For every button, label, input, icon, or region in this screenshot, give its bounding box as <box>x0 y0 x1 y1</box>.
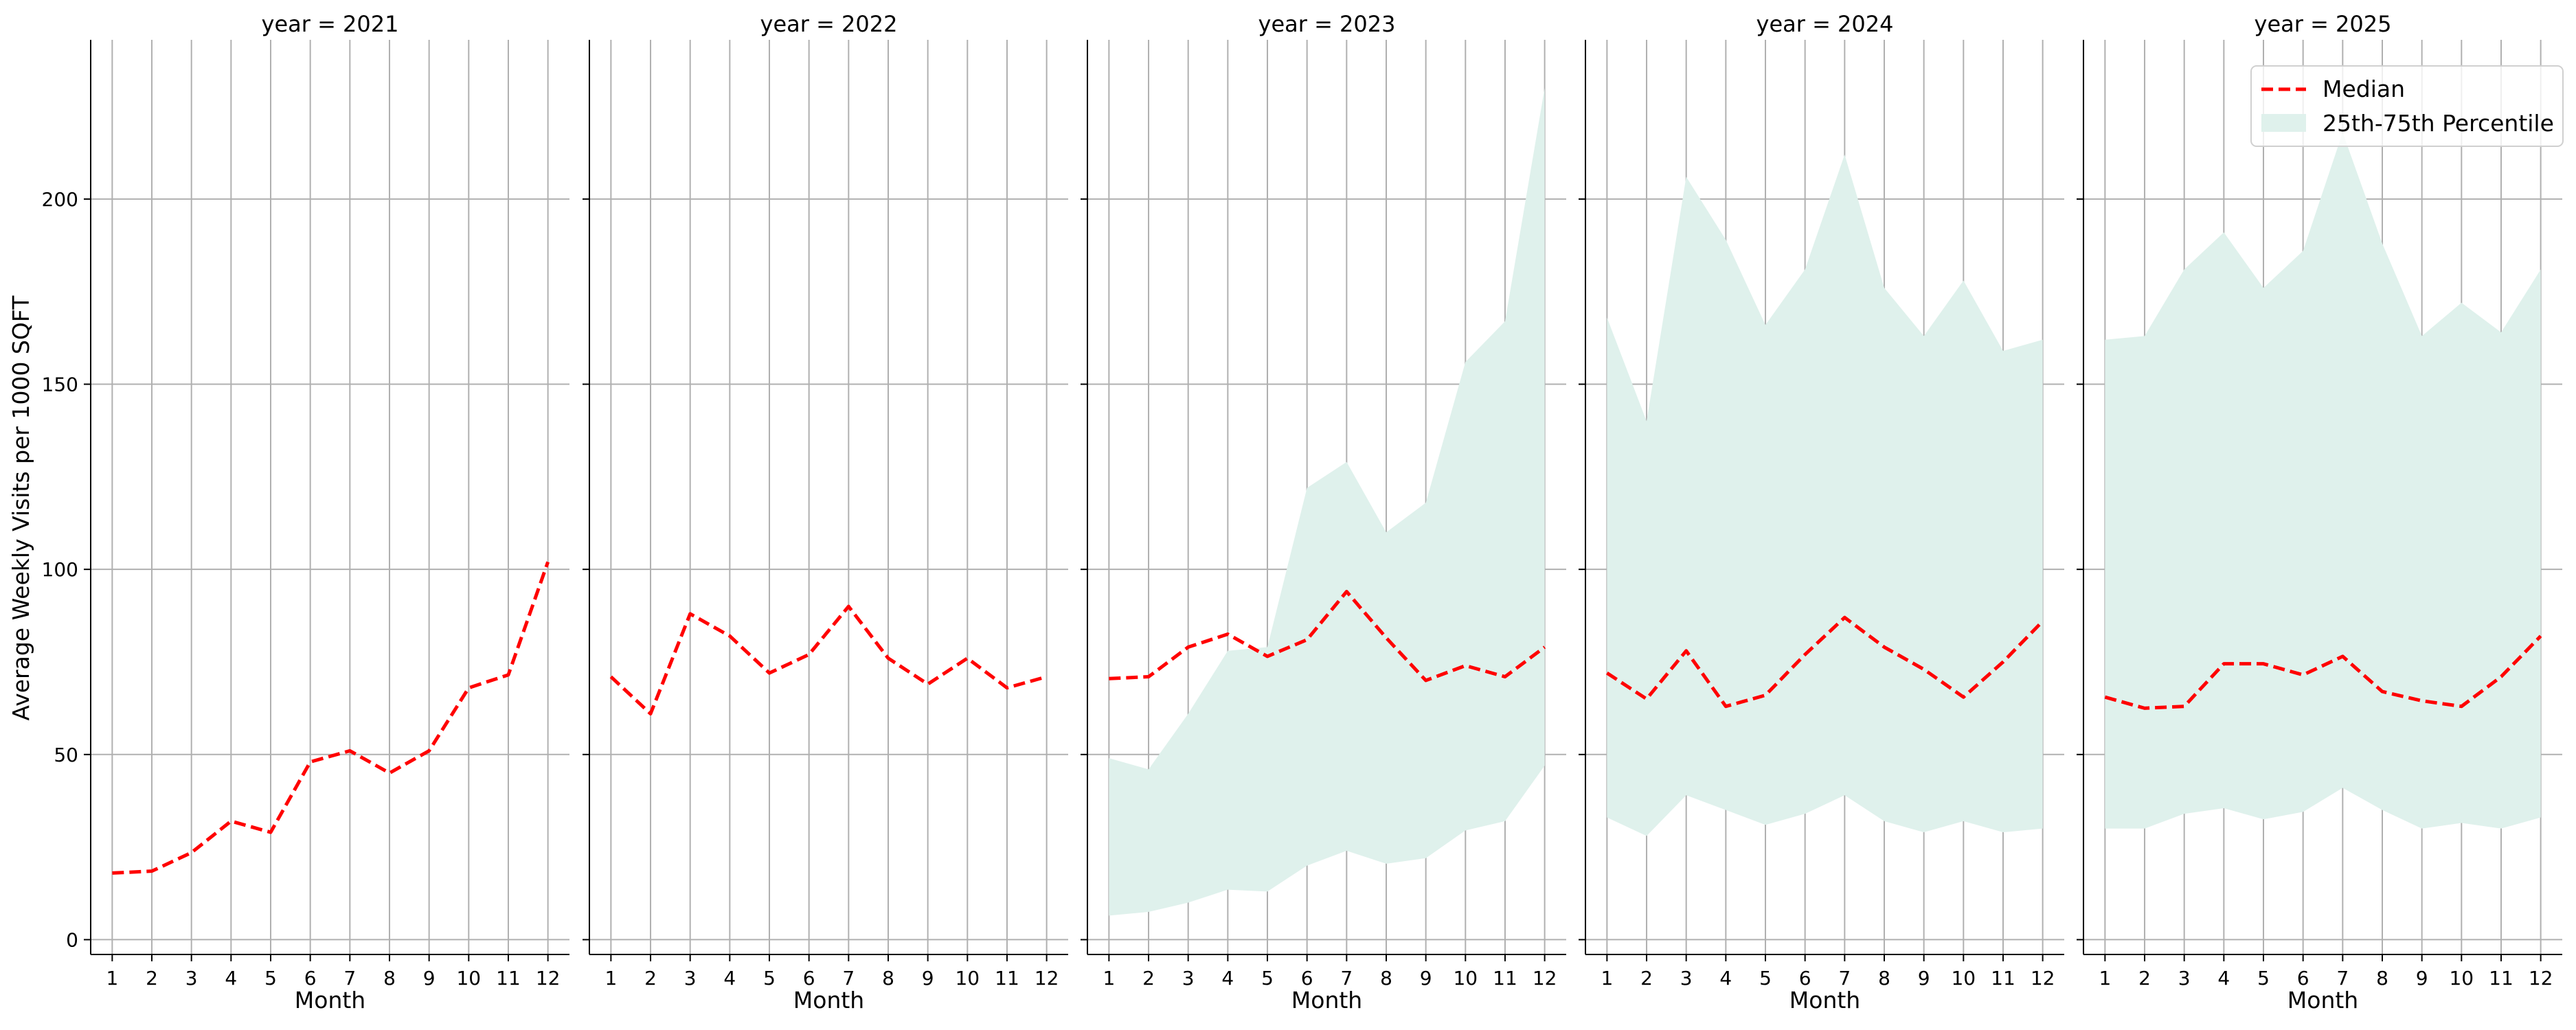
x-tick-label: 7 <box>1838 967 1851 989</box>
median-line <box>112 561 550 875</box>
x-tick-label: 8 <box>882 967 894 989</box>
x-tick-label: 3 <box>2178 967 2191 989</box>
x-tick-label: 9 <box>922 967 934 989</box>
x-tick-label: 8 <box>2376 967 2388 989</box>
x-tick-label: 8 <box>1878 967 1890 989</box>
x-tick-label: 11 <box>496 967 521 989</box>
panel-title: year = 2023 <box>1258 11 1396 37</box>
y-tick-label: 0 <box>66 928 78 951</box>
x-tick-label: 6 <box>1301 967 1313 989</box>
x-tick-label: 3 <box>1680 967 1693 989</box>
x-tick-label: 3 <box>684 967 697 989</box>
x-tick-label: 12 <box>2529 967 2553 989</box>
x-tick-label: 7 <box>1340 967 1353 989</box>
x-axis-label: Month <box>2287 987 2358 1014</box>
x-tick-label: 2 <box>644 967 657 989</box>
y-axis-label: Average Weekly Visits per 1000 SQFT <box>8 295 34 721</box>
x-tick-label: 5 <box>763 967 776 989</box>
panel-title: year = 2024 <box>1756 11 1894 37</box>
panel-title: year = 2025 <box>2255 11 2392 37</box>
x-tick-label: 1 <box>1601 967 1613 989</box>
x-tick-label: 5 <box>264 967 277 989</box>
x-tick-label: 3 <box>1182 967 1195 989</box>
x-tick-label: 2 <box>2138 967 2151 989</box>
x-axis-label: Month <box>1291 987 1362 1014</box>
x-tick-label: 6 <box>304 967 317 989</box>
median-line <box>1109 590 1546 683</box>
x-axis-label: Month <box>793 987 864 1014</box>
x-tick-label: 7 <box>2336 967 2349 989</box>
x-tick-label: 6 <box>2297 967 2309 989</box>
x-tick-label: 7 <box>343 967 356 989</box>
x-tick-label: 9 <box>423 967 436 989</box>
x-tick-label: 2 <box>1142 967 1155 989</box>
median-line <box>2104 634 2542 710</box>
x-tick-label: 1 <box>1103 967 1115 989</box>
legend-frame <box>2250 65 2564 147</box>
x-tick-label: 6 <box>1799 967 1811 989</box>
x-tick-label: 1 <box>605 967 617 989</box>
median-line <box>1605 615 2044 709</box>
x-tick-label: 3 <box>185 967 198 989</box>
x-tick-label: 12 <box>536 967 561 989</box>
x-axis-label: Month <box>1789 987 1860 1014</box>
y-tick-label: 100 <box>42 558 78 581</box>
x-tick-label: 11 <box>995 967 1019 989</box>
y-tick-label: 50 <box>54 744 78 766</box>
x-tick-label: 4 <box>225 967 237 989</box>
panel-title: year = 2021 <box>262 11 399 37</box>
x-tick-label: 10 <box>2449 967 2474 989</box>
legend: Median 25th-75th Percentile <box>2250 65 2564 147</box>
x-tick-label: 9 <box>2416 967 2428 989</box>
legend-band-label: 25th-75th Percentile <box>2323 110 2554 137</box>
x-tick-label: 8 <box>383 967 396 989</box>
x-tick-label: 2 <box>146 967 158 989</box>
percentile-band <box>1109 88 1545 916</box>
x-tick-label: 5 <box>2257 967 2270 989</box>
x-tick-label: 10 <box>955 967 980 989</box>
x-tick-label: 4 <box>2217 967 2230 989</box>
x-tick-label: 4 <box>723 967 736 989</box>
panel-title: year = 2022 <box>760 11 898 37</box>
x-tick-label: 4 <box>1719 967 1732 989</box>
x-tick-label: 1 <box>106 967 118 989</box>
x-tick-label: 12 <box>1035 967 1059 989</box>
percentile-band <box>2105 132 2541 829</box>
x-tick-label: 9 <box>1420 967 1432 989</box>
legend-median-label: Median <box>2323 76 2405 102</box>
percentile-band <box>1607 154 2043 836</box>
x-tick-label: 6 <box>803 967 815 989</box>
x-tick-label: 11 <box>1991 967 2015 989</box>
x-tick-label: 11 <box>2489 967 2513 989</box>
x-tick-label: 12 <box>1533 967 1557 989</box>
x-tick-label: 4 <box>1221 967 1234 989</box>
y-tick-label: 200 <box>42 188 78 211</box>
x-tick-label: 10 <box>1453 967 1478 989</box>
legend-band-swatch <box>2261 114 2306 132</box>
x-tick-label: 1 <box>2099 967 2111 989</box>
x-tick-label: 8 <box>1380 967 1392 989</box>
x-tick-label: 11 <box>1493 967 1517 989</box>
y-tick-label: 150 <box>42 374 78 396</box>
x-tick-label: 10 <box>456 967 481 989</box>
x-tick-label: 2 <box>1640 967 1653 989</box>
x-axis-label: Month <box>295 987 365 1014</box>
x-tick-label: 7 <box>842 967 855 989</box>
x-tick-label: 5 <box>1759 967 1772 989</box>
x-tick-label: 9 <box>1918 967 1930 989</box>
x-tick-label: 5 <box>1261 967 1274 989</box>
x-tick-label: 10 <box>1951 967 1976 989</box>
median-line <box>609 604 1048 716</box>
x-tick-label: 12 <box>2031 967 2055 989</box>
